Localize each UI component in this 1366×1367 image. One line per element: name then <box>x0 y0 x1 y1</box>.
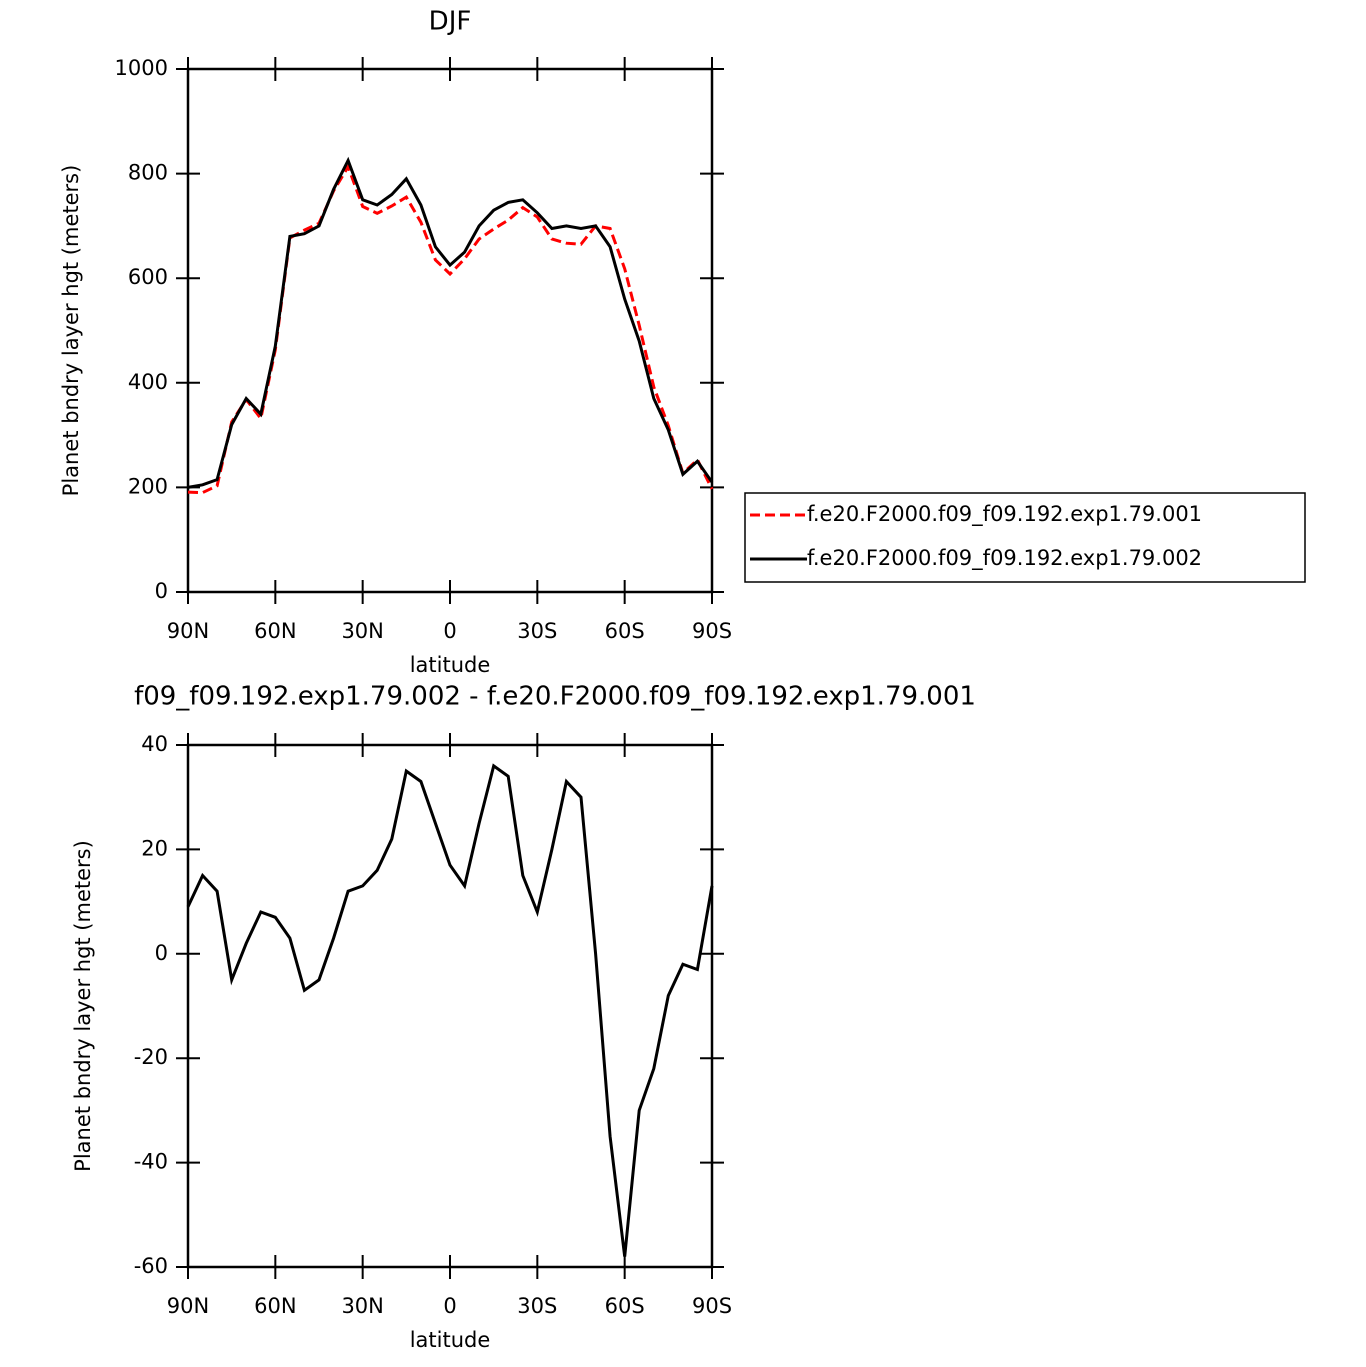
y-tick-label: 0 <box>155 941 168 965</box>
x-tick-label: 0 <box>443 1294 456 1318</box>
y-tick-label: 1000 <box>115 56 168 80</box>
y-tick-label: -60 <box>134 1254 168 1278</box>
x-tick-label: 60N <box>254 1294 296 1318</box>
y-tick-label: 600 <box>128 265 168 289</box>
data-line <box>187 156 714 489</box>
x-tick-label: 30S <box>517 1294 557 1318</box>
x-tick-label: 90N <box>167 619 209 643</box>
y-tick-label: 0 <box>155 579 168 603</box>
chart-title: DJF <box>429 7 472 37</box>
y-tick-label: 400 <box>128 370 168 394</box>
x-tick-label: 90S <box>692 619 732 643</box>
x-tick-label: 60S <box>605 619 645 643</box>
x-tick-label: 90S <box>692 1294 732 1318</box>
x-axis-label: latitude <box>410 1328 491 1352</box>
x-tick-label: 90N <box>167 1294 209 1318</box>
x-tick-label: 30N <box>341 619 383 643</box>
y-tick-label: 800 <box>128 161 168 185</box>
x-tick-label: 0 <box>443 619 456 643</box>
y-axis-label: Planet bndry layer hgt (meters) <box>59 165 83 497</box>
y-tick-label: 40 <box>141 732 168 756</box>
x-tick-label: 60N <box>254 619 296 643</box>
plot-frame <box>186 743 714 1269</box>
x-axis-label: latitude <box>410 653 491 677</box>
y-tick-label: 20 <box>141 836 168 860</box>
data-line <box>186 763 714 1257</box>
y-axis-label: Planet bndry layer hgt (meters) <box>71 840 95 1172</box>
y-tick-label: -40 <box>134 1150 168 1174</box>
legend-label: f.e20.F2000.f09_f09.192.exp1.79.001 <box>807 502 1202 527</box>
data-line <box>187 163 714 495</box>
plot-frame <box>186 67 714 594</box>
x-tick-label: 30N <box>341 1294 383 1318</box>
chart-title: f09_f09.192.exp1.79.002 - f.e20.F2000.f0… <box>134 682 976 712</box>
legend-box <box>744 492 1306 583</box>
y-tick-label: 200 <box>128 474 168 498</box>
x-tick-label: 60S <box>605 1294 645 1318</box>
legend-label: f.e20.F2000.f09_f09.192.exp1.79.002 <box>807 546 1202 571</box>
x-tick-label: 30S <box>517 619 557 643</box>
y-tick-label: -20 <box>134 1045 168 1069</box>
